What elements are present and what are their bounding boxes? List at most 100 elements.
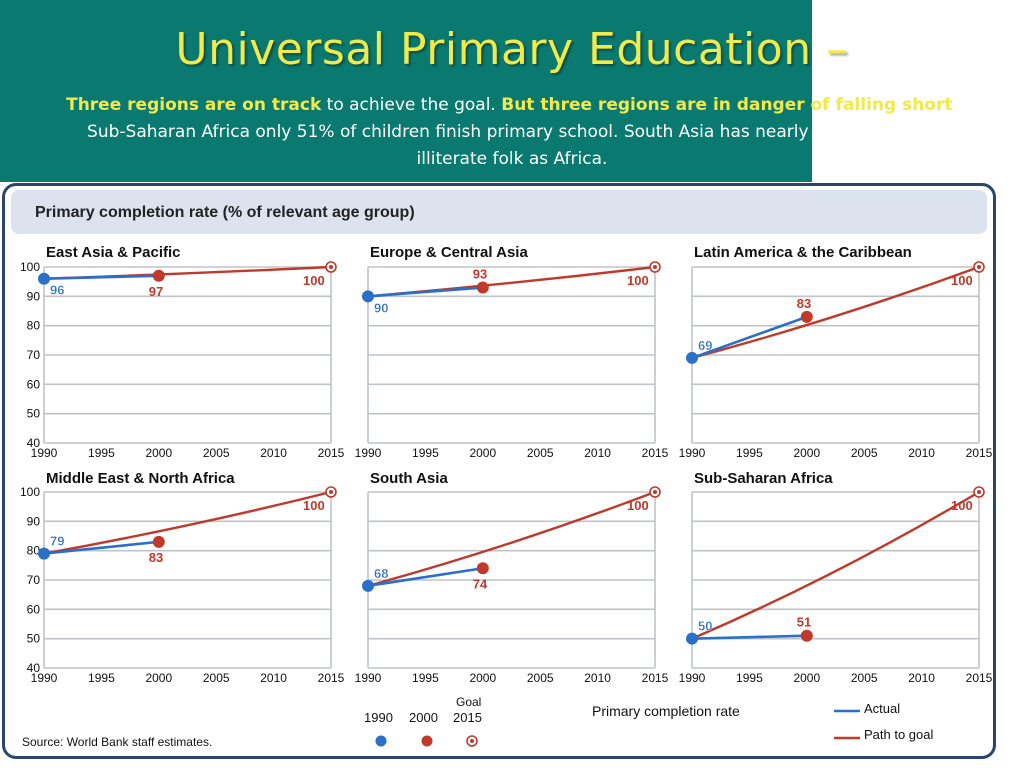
sub-saharan-africa-xtick-label: 1995 [736,671,763,685]
south-asia-actual-line [367,566,483,588]
east-asia-pacific-xtick-label: 2015 [318,446,345,460]
europe-central-asia-point-2000 [476,281,489,294]
east-asia-pacific-actual-line [43,274,159,281]
europe-central-asia-goal-point-dot [653,265,657,269]
legend-rate-label: Primary completion rate [592,703,740,719]
europe-central-asia-label-1990: 90 [374,300,388,315]
latin-america-the-caribbean-label-1990: 69 [698,338,712,353]
east-asia-pacific-title: East Asia & Pacific [46,244,181,261]
south-asia-title: South Asia [370,470,448,487]
latin-america-the-caribbean-xtick-label: 2000 [793,446,820,460]
figure-heading: Primary completion rate (% of relevant a… [35,204,415,222]
sub-saharan-africa-point-1990 [686,632,698,645]
legend-goal-year: 2015 [453,710,482,725]
middle-east-north-africa-path-to-goal-line [43,490,332,555]
sub-saharan-africa-label-goal: 100 [951,498,973,513]
latin-america-the-caribbean-xtick-label: 1990 [679,446,706,460]
south-asia-path-to-goal-line [367,490,656,588]
east-asia-pacific-ytick-label: 50 [27,407,41,421]
east-asia-pacific-xtick-label: 2010 [260,446,287,460]
legend-marker-2000 [421,735,433,747]
legend-goal-label: Goal [456,695,482,709]
middle-east-north-africa-goal-point-dot [329,490,333,494]
middle-east-north-africa-ytick-label: 100 [20,485,40,499]
europe-central-asia-xtick-label: 2005 [527,446,554,460]
east-asia-pacific-label-2000: 97 [149,284,163,299]
middle-east-north-africa-label-goal: 100 [303,498,325,513]
europe-central-asia-xtick-label: 1990 [355,446,382,460]
middle-east-north-africa-ytick-label: 40 [27,661,41,675]
latin-america-the-caribbean-label-2000: 83 [797,296,811,311]
south-asia-xtick-label: 1990 [355,671,382,685]
europe-central-asia-label-goal: 100 [627,273,649,288]
south-asia-point-2000 [476,562,489,575]
east-asia-pacific-label-goal: 100 [303,273,325,288]
sub-saharan-africa-xtick-label: 2000 [793,671,820,685]
subtitle-bold-2: But three regions are in danger of falli… [501,95,953,115]
middle-east-north-africa-xtick-label: 2015 [318,671,345,685]
east-asia-pacific-xtick-label: 2005 [203,446,230,460]
legend-path-label: Path to goal [864,727,934,742]
latin-america-the-caribbean-xtick-label: 2015 [966,446,993,460]
east-asia-pacific-ytick-label: 40 [27,436,41,450]
subtitle-text-1: to achieve the goal. [321,95,502,115]
middle-east-north-africa-ytick-label: 60 [27,602,41,616]
middle-east-north-africa-xtick-label: 2010 [260,671,287,685]
sub-saharan-africa-xtick-label: 2010 [908,671,935,685]
latin-america-the-caribbean-label-goal: 100 [951,273,973,288]
europe-central-asia-point-1990 [362,290,374,303]
south-asia-label-2000: 74 [473,576,488,591]
east-asia-pacific-point-2000 [152,269,165,282]
europe-central-asia-actual-line [367,286,483,298]
figure-heading-unit: (% of relevant age group) [222,204,415,221]
sub-saharan-africa-goal-point-dot [977,490,981,494]
slide-subtitle: Three regions are on track to achieve th… [60,92,964,173]
europe-central-asia-label-2000: 93 [473,267,487,282]
legend-year-1990: 1990 [364,710,393,725]
title-banner [0,0,812,182]
middle-east-north-africa-ytick-label: 50 [27,632,41,646]
sub-saharan-africa-point-2000 [800,629,813,642]
middle-east-north-africa-label-2000: 83 [149,550,163,565]
south-asia-xtick-label: 2000 [469,671,496,685]
latin-america-the-caribbean-xtick-label: 2005 [851,446,878,460]
slide-title: Universal Primary Education – [175,24,849,75]
sub-saharan-africa-xtick-label: 2005 [851,671,878,685]
sub-saharan-africa-label-2000: 51 [797,615,811,630]
middle-east-north-africa-ytick-label: 80 [27,544,41,558]
latin-america-the-caribbean-xtick-label: 1995 [736,446,763,460]
middle-east-north-africa-label-1990: 79 [50,534,64,549]
middle-east-north-africa-point-1990 [38,547,50,560]
middle-east-north-africa-xtick-label: 1995 [88,671,115,685]
legend-actual-label: Actual [864,701,901,716]
middle-east-north-africa-xtick-label: 2005 [203,671,230,685]
east-asia-pacific-ytick-label: 100 [20,260,40,274]
south-asia-xtick-label: 2005 [527,671,554,685]
east-asia-pacific-ytick-label: 90 [27,289,41,303]
middle-east-north-africa-actual-line [43,540,159,555]
latin-america-the-caribbean-path-to-goal-line [691,265,980,360]
sub-saharan-africa-title: Sub-Saharan Africa [694,470,833,487]
figure-header: Primary completion rate (% of relevant a… [11,190,987,234]
south-asia-goal-point-dot [653,490,657,494]
sub-saharan-africa-path-to-goal-line [691,490,980,640]
south-asia-xtick-label: 1995 [412,671,439,685]
subtitle-bold-1: Three regions are on track [66,95,322,115]
europe-central-asia-xtick-label: 2015 [642,446,669,460]
figure-panel: Primary completion rate (% of relevant a… [2,183,996,759]
europe-central-asia-xtick-label: 1995 [412,446,439,460]
south-asia-xtick-label: 2015 [642,671,669,685]
sub-saharan-africa-xtick-label: 1990 [679,671,706,685]
latin-america-the-caribbean-goal-point-dot [977,265,981,269]
middle-east-north-africa-ytick-label: 90 [27,514,41,528]
latin-america-the-caribbean-title: Latin America & the Caribbean [694,244,912,261]
europe-central-asia-xtick-label: 2010 [584,446,611,460]
europe-central-asia-xtick-label: 2000 [469,446,496,460]
south-asia-label-goal: 100 [627,498,649,513]
sub-saharan-africa-label-1990: 50 [698,619,712,634]
latin-america-the-caribbean-xtick-label: 2010 [908,446,935,460]
east-asia-pacific-ytick-label: 60 [27,377,41,391]
east-asia-pacific-goal-point-dot [329,265,333,269]
south-asia-point-1990 [362,579,374,592]
